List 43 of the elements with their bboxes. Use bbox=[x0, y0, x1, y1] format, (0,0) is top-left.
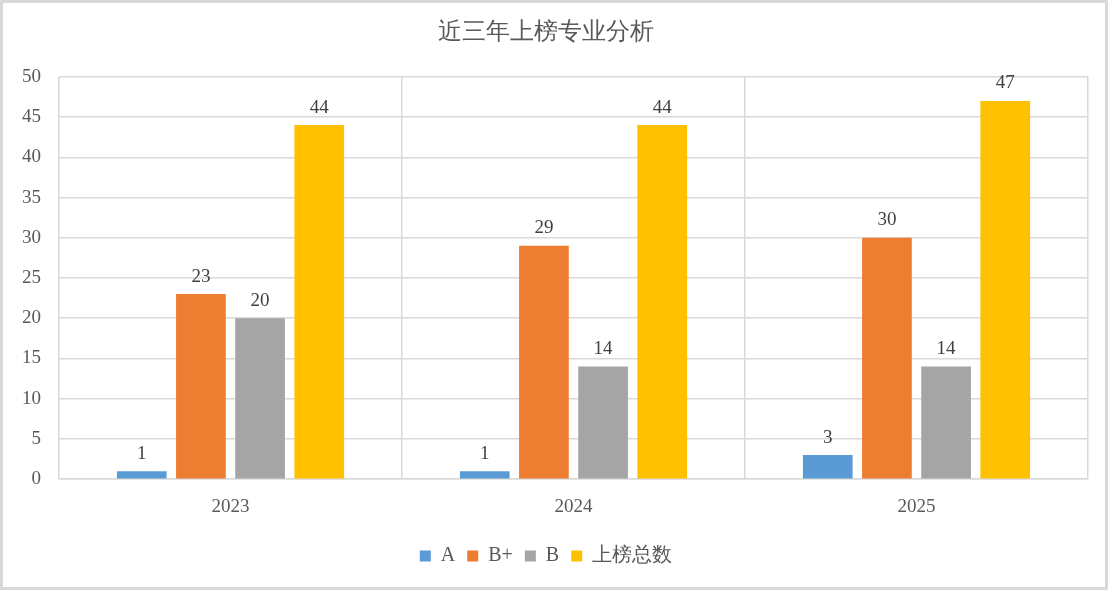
bar bbox=[519, 245, 569, 479]
x-tick-label: 2024 bbox=[554, 494, 593, 516]
y-tick-label: 15 bbox=[22, 346, 41, 368]
y-tick-label: 50 bbox=[22, 64, 41, 86]
legend-label: A bbox=[440, 543, 456, 566]
data-label: 1 bbox=[480, 441, 490, 463]
data-label: 3 bbox=[823, 425, 833, 447]
y-tick-label: 45 bbox=[22, 105, 41, 127]
bar bbox=[862, 237, 912, 479]
bar bbox=[294, 125, 345, 479]
data-label: 44 bbox=[652, 95, 673, 117]
legend-label: B bbox=[545, 543, 560, 566]
bar bbox=[459, 471, 510, 479]
y-tick-label: 30 bbox=[22, 225, 41, 247]
y-tick-label: 40 bbox=[22, 145, 41, 167]
data-label: 47 bbox=[995, 71, 1015, 93]
data-label: 29 bbox=[534, 216, 554, 238]
data-label: 14 bbox=[593, 337, 614, 359]
bar bbox=[578, 366, 628, 479]
data-label: 1 bbox=[137, 441, 147, 463]
legend-label: 上榜总数 bbox=[592, 543, 673, 566]
y-tick-label: 25 bbox=[22, 265, 41, 287]
chart-title: 近三年上榜专业分析 bbox=[438, 17, 654, 44]
x-tick-label: 2023 bbox=[211, 494, 250, 516]
data-label: 23 bbox=[191, 264, 211, 286]
legend-label: B+ bbox=[488, 543, 513, 566]
bar bbox=[637, 125, 688, 479]
y-tick-label: 0 bbox=[31, 467, 41, 489]
bar bbox=[921, 366, 971, 479]
y-tick-label: 5 bbox=[31, 426, 41, 448]
y-tick-label: 35 bbox=[22, 185, 41, 207]
data-label: 30 bbox=[877, 208, 897, 230]
bar bbox=[980, 100, 1031, 479]
x-tick-label: 2025 bbox=[897, 494, 936, 516]
data-label: 14 bbox=[936, 337, 957, 359]
bar bbox=[802, 455, 853, 479]
y-tick-label: 20 bbox=[22, 306, 41, 328]
data-label: 20 bbox=[250, 288, 270, 310]
bar bbox=[116, 471, 167, 479]
data-label: 44 bbox=[309, 95, 330, 117]
bar bbox=[176, 294, 226, 479]
bar bbox=[235, 318, 285, 479]
y-tick-label: 10 bbox=[22, 386, 41, 408]
